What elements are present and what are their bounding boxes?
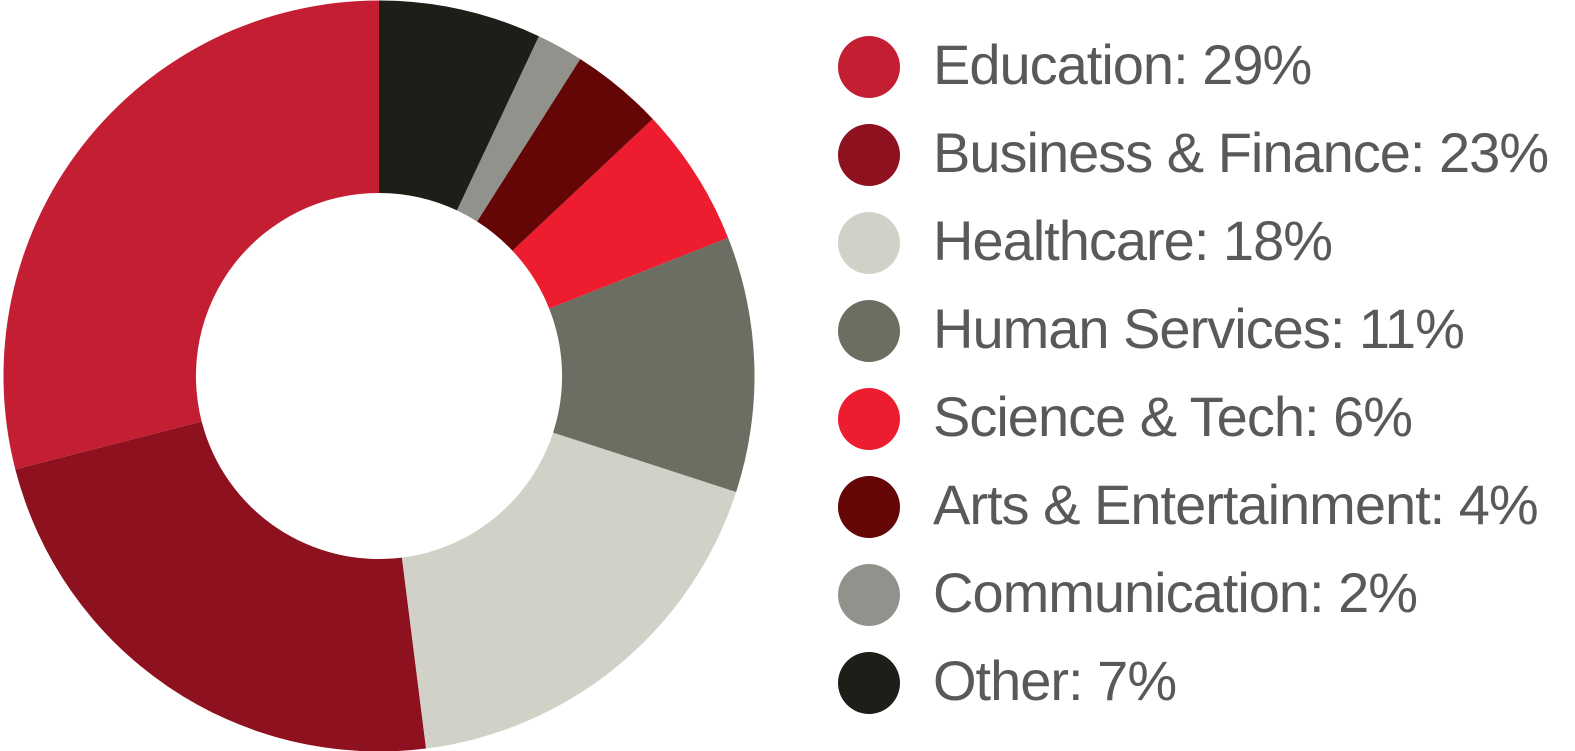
chart-legend: Education: 29% Business & Finance: 23% H…: [838, 23, 1549, 727]
donut-slice-science-tech: [512, 118, 729, 309]
legend-item-arts-entertainment: Arts & Entertainment: 4%: [838, 463, 1548, 551]
legend-label-education: Education: 29%: [933, 33, 1312, 96]
legend-item-other: Other: 7%: [838, 639, 1548, 727]
legend-swatch-communication: [838, 564, 900, 626]
legend-item-healthcare: Healthcare: 18%: [838, 199, 1548, 287]
legend-label-human-services: Human Services: 11%: [933, 297, 1465, 360]
legend-item-business-finance: Business & Finance: 23%: [838, 111, 1549, 199]
donut-chart: [2, 0, 757, 751]
legend-swatch-business-finance: [838, 124, 900, 186]
legend-swatch-other: [838, 652, 900, 714]
legend-label-science-tech: Science & Tech: 6%: [933, 385, 1413, 448]
donut-chart-svg: [3, 0, 755, 751]
donut-slice-arts-entertainment: [477, 58, 653, 251]
legend-item-human-services: Human Services: 11%: [838, 287, 1548, 375]
donut-slice-communication: [456, 36, 581, 222]
legend-label-healthcare: Healthcare: 18%: [933, 209, 1333, 272]
donut-slice-healthcare: [401, 432, 737, 749]
donut-slice-business-finance: [15, 421, 427, 751]
legend-swatch-healthcare: [838, 212, 900, 274]
legend-swatch-human-services: [838, 300, 900, 362]
donut-slice-human-services: [549, 237, 755, 493]
legend-swatch-arts-entertainment: [838, 476, 900, 538]
legend-item-education: Education: 29%: [838, 23, 1548, 111]
legend-item-science-tech: Science & Tech: 6%: [838, 375, 1548, 463]
legend-label-other: Other: 7%: [933, 649, 1177, 712]
donut-slice-education: [3, 0, 379, 470]
donut-slice-other: [379, 0, 539, 211]
legend-swatch-science-tech: [838, 388, 900, 450]
legend-label-communication: Communication: 2%: [933, 561, 1418, 624]
legend-label-arts-entertainment: Arts & Entertainment: 4%: [933, 473, 1539, 536]
legend-swatch-education: [838, 36, 900, 98]
legend-label-business-finance: Business & Finance: 23%: [933, 121, 1549, 184]
legend-item-communication: Communication: 2%: [838, 551, 1548, 639]
